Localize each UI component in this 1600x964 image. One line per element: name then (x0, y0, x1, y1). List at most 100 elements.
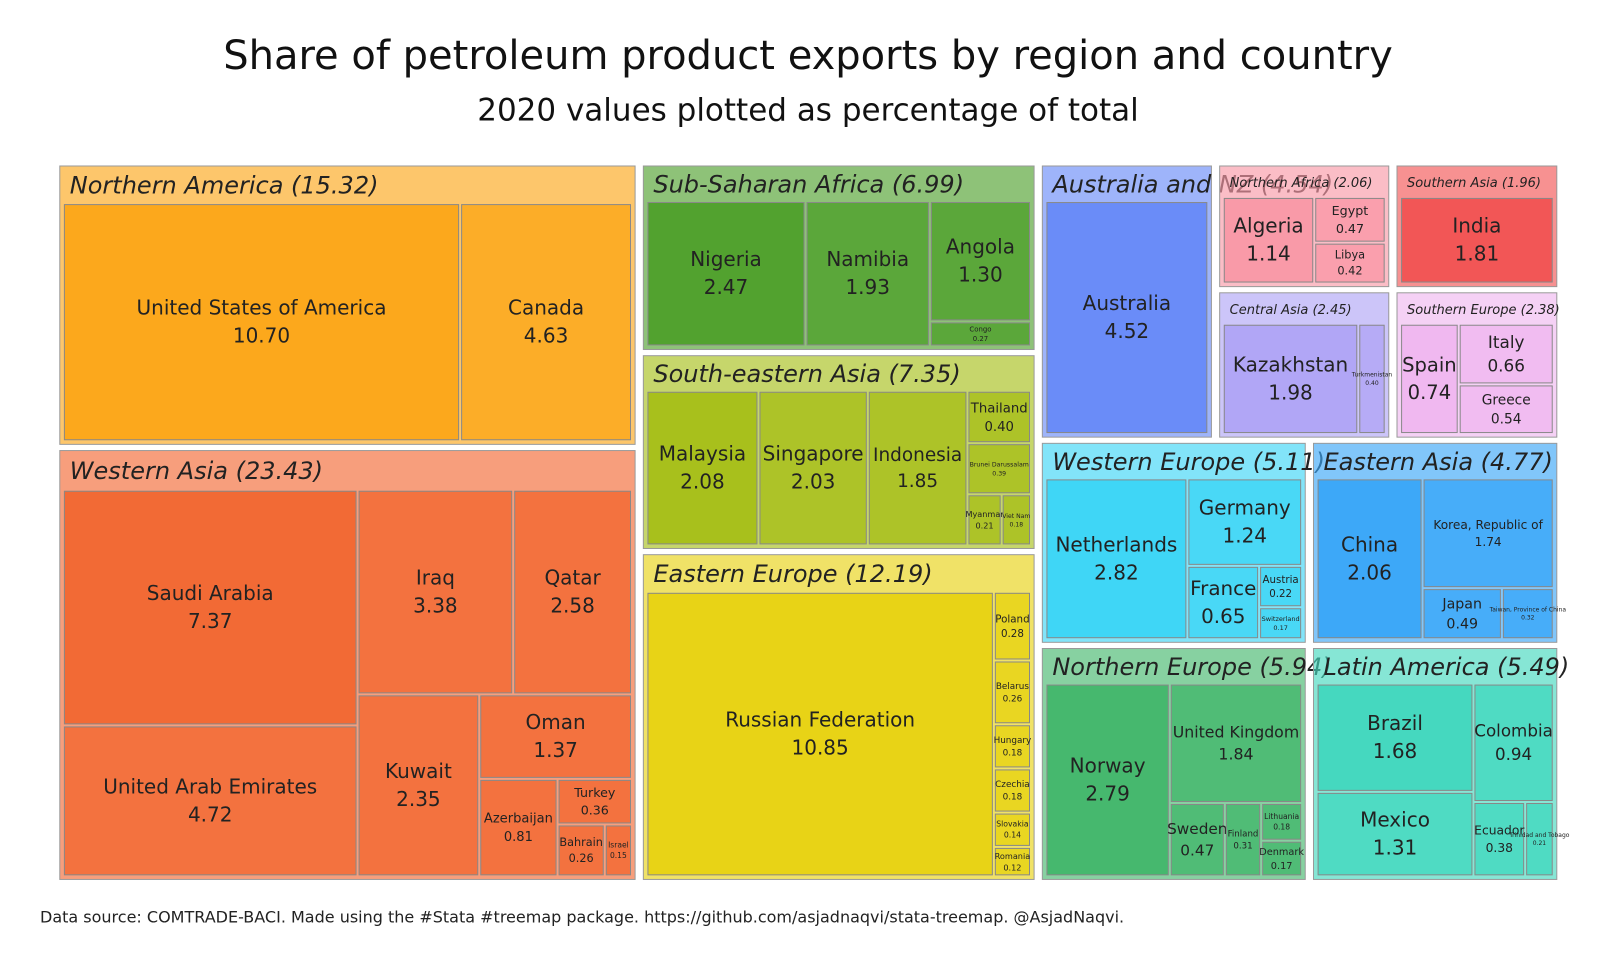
region-label: Latin America (5.49) (1323, 653, 1569, 681)
country-value: 1.24 (1223, 524, 1268, 548)
country-name: Ecuador (1474, 824, 1525, 838)
country-value: 0.21 (1533, 840, 1547, 847)
country-value: 0.22 (1269, 588, 1292, 600)
country-name: Iraq (416, 566, 455, 590)
country-value: 3.38 (413, 594, 458, 618)
country-tile (1474, 803, 1525, 876)
country-tile (63, 726, 357, 876)
country-tile (514, 490, 632, 694)
country-value: 1.93 (845, 275, 890, 299)
region-label: Northern Africa (2.06) (1230, 176, 1373, 191)
country-value: 2.08 (680, 470, 725, 494)
country-name: Algeria (1233, 214, 1303, 238)
country-tile (1526, 803, 1553, 876)
country-value: 1.84 (1218, 745, 1253, 764)
country-value: 0.17 (1271, 861, 1293, 872)
country-value: 2.47 (704, 275, 749, 299)
country-tile (930, 202, 1030, 321)
country-tile (1459, 324, 1553, 384)
country-tile (968, 391, 1030, 443)
country-name: United States of America (137, 296, 387, 320)
country-tile (1223, 197, 1314, 283)
country-value: 0.17 (1273, 624, 1288, 632)
country-tile (1046, 684, 1169, 876)
country-name: Myanmar (965, 509, 1004, 519)
region-label: South-eastern Asia (7.35) (653, 360, 960, 388)
country-name: Bahrain (559, 836, 602, 849)
country-name: Libya (1335, 248, 1365, 262)
country-tile (63, 204, 460, 441)
region-label: Central Asia (2.45) (1230, 303, 1352, 318)
region-label: Eastern Europe (12.19) (653, 560, 932, 588)
region-label: Northern America (15.32) (70, 172, 379, 200)
country-name: Saudi Arabia (147, 581, 274, 605)
country-value: 0.28 (1001, 628, 1024, 640)
country-value: 0.18 (1010, 521, 1024, 528)
country-value: 1.81 (1455, 242, 1500, 266)
region-label: Northern Europe (5.94) (1052, 653, 1331, 681)
country-tile (647, 391, 758, 545)
country-value: 0.42 (1337, 264, 1362, 278)
country-name: Taiwan, Province of China (1489, 606, 1567, 613)
country-name: Japan (1441, 596, 1482, 612)
country-value: 0.36 (581, 803, 609, 818)
country-name: Korea, Republic of (1433, 518, 1543, 532)
country-tile (994, 847, 1030, 876)
country-tile (1188, 566, 1259, 639)
country-value: 0.54 (1491, 412, 1522, 428)
country-tile (1401, 197, 1553, 283)
country-tile (1260, 566, 1302, 607)
country-value: 0.18 (1003, 793, 1023, 803)
country-name: Australia (1083, 291, 1171, 315)
country-name: Oman (526, 710, 586, 734)
country-name: Qatar (544, 566, 601, 590)
country-name: Italy (1488, 332, 1525, 352)
country-tile (1223, 324, 1358, 434)
country-name: Canada (508, 296, 584, 320)
country-tile (1317, 684, 1473, 791)
region-label: Sub-Saharan Africa (6.99) (653, 171, 964, 199)
country-name: Sweden (1167, 820, 1227, 838)
country-tile (1315, 197, 1385, 242)
country-tile (605, 825, 632, 876)
country-value: 0.40 (1365, 380, 1379, 387)
country-tile (1046, 202, 1208, 434)
region-label: Eastern Asia (4.77) (1323, 448, 1552, 476)
country-name: Denmark (1259, 847, 1304, 858)
country-name: Poland (995, 613, 1029, 625)
country-name: Hungary (994, 736, 1032, 746)
country-name: Thailand (970, 401, 1028, 416)
country-value: 0.32 (1521, 615, 1535, 622)
country-tile (1188, 479, 1302, 565)
country-tile (930, 322, 1030, 346)
country-value: 1.85 (897, 471, 938, 492)
country-value: 0.26 (569, 852, 594, 865)
country-value: 0.39 (992, 470, 1006, 477)
country-value: 10.70 (233, 324, 290, 348)
country-value: 0.94 (1495, 744, 1532, 764)
country-value: 1.68 (1373, 739, 1418, 763)
country-value: 0.49 (1446, 616, 1478, 632)
country-tile (968, 444, 1030, 494)
country-tile (1474, 684, 1553, 802)
country-tile (1459, 385, 1553, 434)
country-value: 0.12 (1003, 862, 1021, 872)
country-value: 1.37 (533, 738, 578, 762)
country-name: Brunei Darussalam (970, 462, 1029, 469)
country-tile (994, 769, 1030, 812)
country-value: 1.30 (958, 263, 1003, 287)
country-tile (1170, 803, 1224, 876)
country-tile (558, 779, 632, 824)
region-label: Southern Europe (2.38) (1407, 303, 1560, 318)
country-tile (1359, 324, 1385, 434)
country-name: Congo (969, 325, 991, 333)
country-value: 0.14 (1004, 831, 1021, 840)
country-tile (994, 813, 1030, 846)
country-tile (480, 779, 557, 876)
country-tile (1423, 589, 1501, 639)
country-tile (358, 490, 513, 694)
country-value: 0.21 (976, 520, 994, 530)
country-name: Singapore (763, 442, 864, 466)
country-value: 4.63 (524, 324, 569, 348)
